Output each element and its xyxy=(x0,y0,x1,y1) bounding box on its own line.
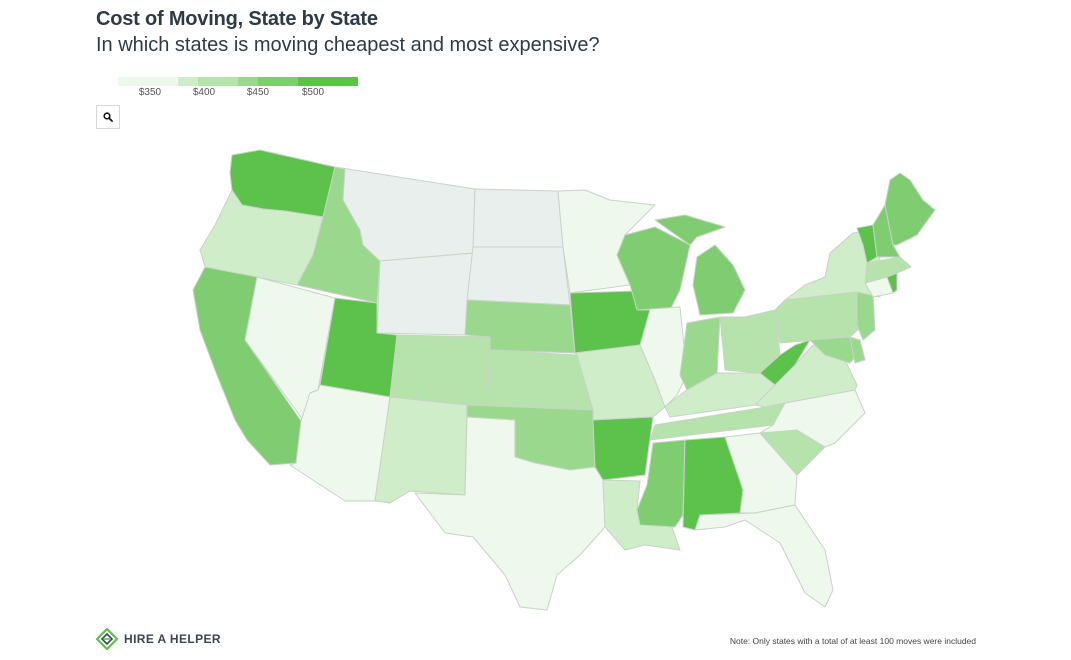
state-wi[interactable] xyxy=(616,226,691,311)
state-fl[interactable] xyxy=(694,504,834,608)
legend-label-400: $400 xyxy=(192,87,216,98)
legend-swatch xyxy=(198,77,238,86)
footnote: Note: Only states with a total of at lea… xyxy=(729,636,976,646)
legend-label-450: $450 xyxy=(246,87,270,98)
state-nh[interactable] xyxy=(872,204,901,258)
us-map xyxy=(192,149,936,611)
state-nm[interactable] xyxy=(374,396,468,504)
search-button[interactable] xyxy=(96,105,120,129)
legend-swatch xyxy=(178,77,198,86)
state-vt[interactable] xyxy=(856,224,878,264)
state-co[interactable] xyxy=(389,334,491,408)
magnifier-icon xyxy=(103,112,113,122)
state-nd[interactable] xyxy=(472,188,564,248)
color-legend: $350 $400 $450 $500 xyxy=(118,77,358,101)
legend-swatch xyxy=(298,77,358,86)
legend-swatch xyxy=(258,77,298,86)
brand[interactable]: HIRE A HELPER xyxy=(96,628,221,650)
state-ks[interactable] xyxy=(486,349,594,411)
legend-label-500: $500 xyxy=(301,87,325,98)
legend-swatch xyxy=(238,77,258,86)
page-title: Cost of Moving, State by State xyxy=(96,8,378,30)
state-md[interactable] xyxy=(809,336,858,364)
state-mi[interactable] xyxy=(654,214,746,316)
state-me[interactable] xyxy=(884,172,936,246)
legend-swatch xyxy=(118,77,178,86)
state-wy[interactable] xyxy=(376,252,474,336)
state-tx[interactable] xyxy=(414,416,606,611)
state-ar[interactable] xyxy=(592,416,654,481)
brand-name: HIRE A HELPER xyxy=(124,632,221,646)
state-sd[interactable] xyxy=(466,246,571,306)
state-de[interactable] xyxy=(849,336,866,364)
legend-label-350: $350 xyxy=(138,87,162,98)
state-nj[interactable] xyxy=(856,291,876,341)
hireahelper-logo-icon xyxy=(96,628,118,650)
page-subtitle: In which states is moving cheapest and m… xyxy=(96,34,600,56)
